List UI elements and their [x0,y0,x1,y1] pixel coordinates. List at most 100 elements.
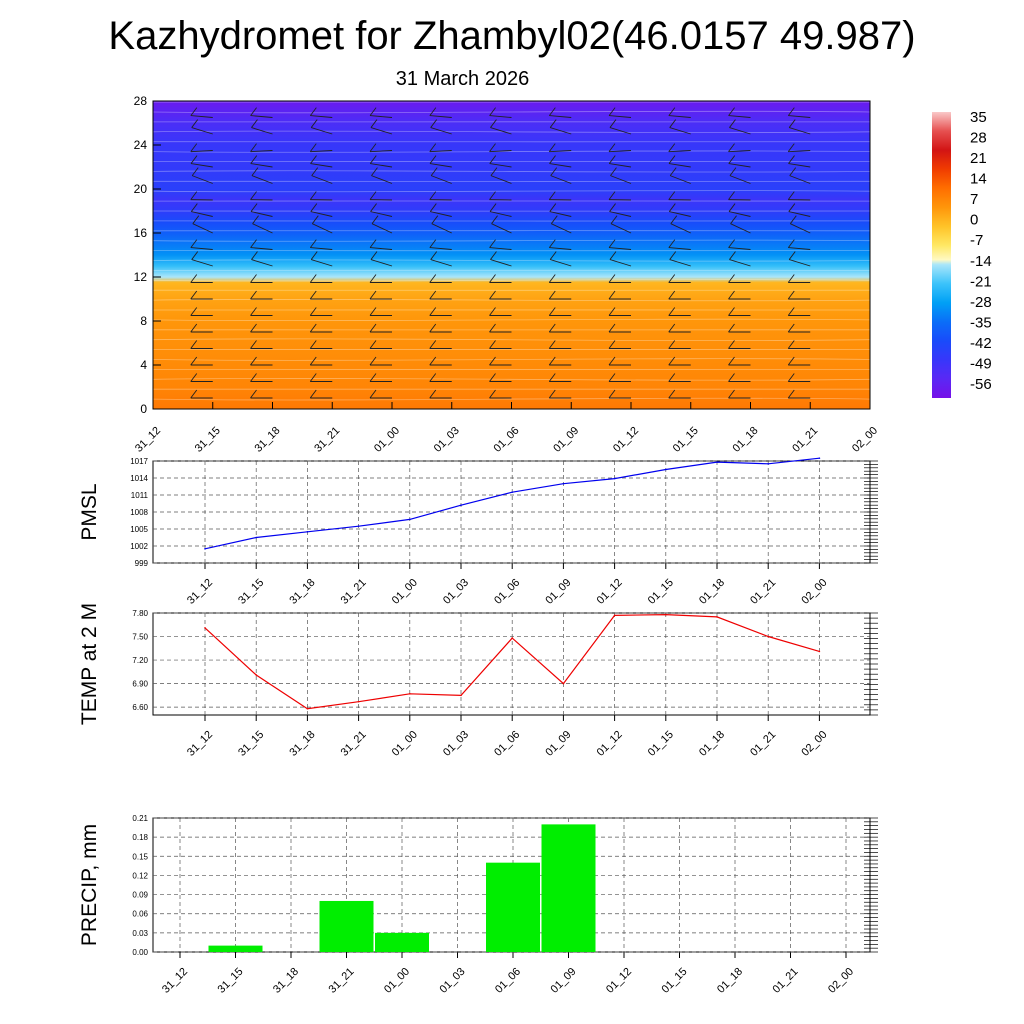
wind-barb [489,163,512,168]
wind-barb [729,127,751,135]
wind-barb-flag [669,119,677,128]
wind-barb [729,175,751,184]
wind-barb-flag [728,274,735,283]
data-point [357,525,360,527]
wind-barb-flag [369,389,377,399]
contour-line [152,190,871,193]
wind-barb-flag [548,356,556,366]
wind-barb-flag [429,307,437,316]
wind-barb [430,259,452,267]
wind-barb [191,211,213,217]
wind-barb-flag [489,203,497,212]
wind-barb [251,175,273,184]
wind-barb-flag [250,290,257,300]
wind-barb-flag [250,307,257,316]
wind-barb-flag [668,203,676,212]
x-tick-label: 01_06 [492,425,522,455]
wind-barb-flag [309,340,317,349]
wind-barb [668,163,691,168]
data-point [306,707,309,710]
wind-barb-flag [250,203,258,212]
wind-barb-flag [369,307,377,316]
wind-barb [609,150,632,153]
wind-barb-flag [251,167,259,176]
wind-barb [788,247,811,250]
wind-barb-flag [309,389,317,399]
contour-line [152,239,871,242]
wind-barb [670,223,691,234]
y-tick-label: 24 [134,138,148,152]
x-tick-label: 01_15 [671,425,701,455]
wind-barb [669,259,691,267]
wind-barb-flag [489,290,496,300]
wind-barb-flag [610,167,617,176]
wind-barb-flag [668,155,676,164]
temperature-colorbar: 35 28 21 14 7 0 -7 -14 -21 -28 -35 -42 -49 -56 [932,109,992,398]
x-tick-label: 02_00 [799,577,829,607]
wind-barb [609,259,632,267]
wind-barb [251,127,273,135]
wind-barb-flag [369,323,377,333]
y-tick-label: 8 [140,314,147,328]
wind-barb [191,127,213,135]
wind-barb [251,259,273,267]
colorbar-label: 14 [970,171,987,188]
wind-barb-flag [489,191,496,200]
wind-barb [250,211,273,217]
wind-barb [190,150,213,153]
contour-line [152,298,871,302]
contour-line [152,318,871,322]
wind-barb [430,211,452,217]
x-tick-label: 01_21 [771,966,801,996]
colorbar-label: 0 [970,212,978,229]
x-tick-label: 01_06 [492,577,522,607]
data-point [204,627,206,629]
y-tick-label: 0.06 [132,910,148,919]
wind-barb-flag [250,323,257,333]
wind-barb-flag [190,290,198,300]
colorbar-label: -49 [970,355,992,372]
wind-barb [669,211,691,217]
wind-barb-flag [610,215,618,224]
wind-barb [250,150,273,153]
wind-barb [490,259,512,267]
wind-barb [549,163,572,168]
x-tick-label: 01_00 [390,577,420,607]
wind-barb-flag [787,274,795,283]
y-tick-label: 0.09 [132,891,148,900]
wind-barb [310,247,333,250]
contour-line [152,309,871,311]
y-tick-label: 999 [135,559,149,568]
contour-line [152,397,871,401]
x-tick-label: 01_18 [697,577,727,607]
wind-barb [549,211,572,217]
wind-barb-flag [191,119,199,128]
x-tick-label: 01_12 [595,729,625,759]
wind-barb [788,150,811,153]
x-tick-label: 01_12 [595,577,625,607]
wind-barb-flag [250,389,257,399]
wind-barb-flag [489,155,497,164]
y-tick-label: 1017 [130,457,148,466]
data-point [818,650,821,653]
wind-barb-flag [490,119,497,128]
y-tick-label: 7.80 [132,609,148,618]
x-tick-label: 01_03 [441,729,471,759]
wind-barb [788,211,811,217]
wind-barb-flag [608,307,616,316]
x-tick-label: 01_09 [551,425,581,455]
wind-barb-flag [787,307,795,316]
wind-barb [669,127,691,135]
wind-barb-flag [250,356,257,366]
wind-barb-flag [369,274,377,283]
wind-barb-flag [548,323,556,333]
wind-barb [370,115,393,118]
wind-barb-flag [668,373,676,382]
wind-barb-flag [548,143,556,152]
wind-barb-flag [309,107,317,116]
wind-barb [429,247,452,250]
wind-barb-flag [309,239,317,248]
wind-barb-flag [429,239,437,248]
wind-barb-flag [431,215,439,224]
